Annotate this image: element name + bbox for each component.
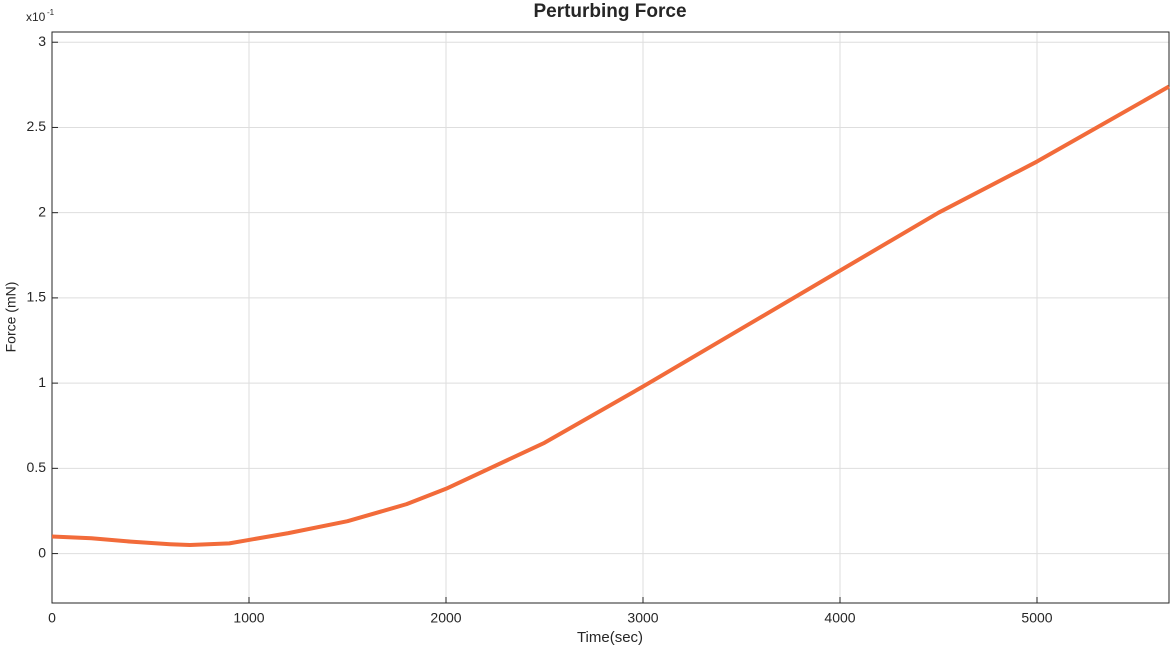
y-multiplier-exponent: -1 bbox=[47, 8, 55, 17]
y-tick-label: 3 bbox=[38, 33, 46, 49]
y-tick-label: 0.5 bbox=[27, 459, 47, 475]
y-tick-label: 2 bbox=[38, 203, 46, 219]
x-tick-label: 5000 bbox=[1021, 610, 1052, 626]
x-tick-label: 1000 bbox=[233, 610, 264, 626]
y-tick-label: 0 bbox=[38, 544, 46, 560]
data-line bbox=[51, 84, 1170, 548]
x-tick-label: 0 bbox=[48, 610, 56, 626]
y-tick-label: 1 bbox=[38, 374, 46, 390]
y-tick-label: 2.5 bbox=[27, 118, 47, 134]
x-axis-label: Time(sec) bbox=[577, 629, 643, 646]
plot-frame bbox=[51, 31, 1170, 604]
x-tick-label: 2000 bbox=[430, 610, 461, 626]
y-axis-label: Force (mN) bbox=[3, 282, 19, 353]
x-tick-label: 4000 bbox=[824, 610, 855, 626]
chart-title: Perturbing Force bbox=[533, 1, 686, 22]
y-tick-label: 1.5 bbox=[27, 289, 47, 305]
y-multiplier: x10 bbox=[26, 10, 46, 24]
x-tick-label: 3000 bbox=[627, 610, 658, 626]
